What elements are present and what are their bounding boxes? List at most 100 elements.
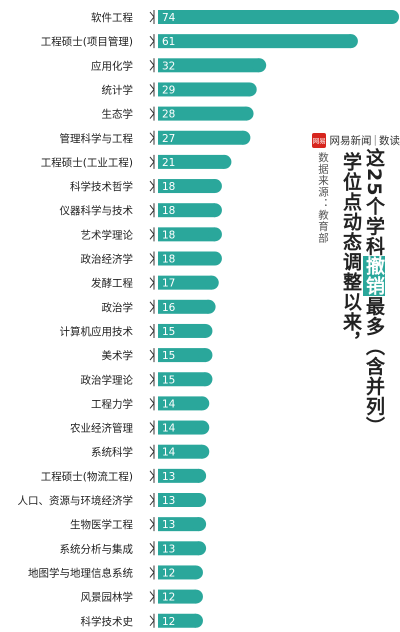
data-label: 13 (162, 471, 175, 483)
category-label: 管理科学与工程 (60, 132, 134, 145)
bar-row: 政治经济学 18 (81, 251, 222, 266)
title-text-before: 这25个学科 (363, 148, 385, 257)
bar-end-cap (192, 541, 207, 556)
category-label: 生态学 (102, 108, 134, 121)
bar (158, 613, 196, 628)
bar-end-cap (192, 493, 207, 507)
data-label: 29 (162, 84, 175, 96)
bar-row: 科学技术史 12 (81, 613, 203, 628)
bar (158, 493, 200, 507)
data-source: 数据来源：教育部 (317, 152, 329, 244)
bar-row: 生态学 28 (102, 106, 254, 121)
chart-title-line2: 学位点动态调整以来， (340, 152, 362, 352)
category-label: 软件工程 (91, 11, 133, 24)
bar (158, 468, 200, 483)
category-label: 生物医学工程 (70, 518, 133, 531)
bar-row: 农业经济管理 14 (70, 420, 210, 435)
bar (158, 323, 206, 338)
category-label: 工程硕士(项目管理) (41, 35, 133, 48)
chart-title-line1: 这25个学科撤销最多（含并列） (362, 148, 386, 436)
bar-end-cap (217, 154, 232, 169)
chevron-right-icon (149, 11, 155, 23)
bar-end-cap (201, 299, 216, 314)
data-label: 14 (162, 398, 176, 410)
chevron-right-icon (149, 132, 155, 144)
netease-logo-icon: 网易 (312, 132, 327, 148)
chevron-right-icon (149, 156, 155, 168)
bar-row: 科学技术哲学 18 (70, 179, 222, 194)
chevron-right-icon (149, 253, 155, 264)
chevron-right-icon (149, 398, 155, 409)
category-label: 地图学与地理信息系统 (28, 566, 133, 579)
bar (158, 179, 215, 194)
data-label: 13 (162, 543, 175, 555)
bar (158, 517, 200, 532)
chevron-right-icon (149, 180, 155, 192)
bar-end-cap (252, 58, 267, 73)
chevron-right-icon (149, 518, 155, 530)
bar-end-cap (207, 227, 222, 242)
bar-end-cap (192, 468, 207, 483)
bar (158, 275, 212, 290)
category-label: 美术学 (102, 349, 134, 362)
category-label: 应用化学 (91, 59, 133, 72)
bar-row: 发酵工程 17 (91, 275, 219, 290)
bar-end-cap (242, 82, 257, 97)
data-label: 28 (162, 109, 175, 121)
chevron-right-icon (149, 567, 155, 578)
data-label: 12 (162, 567, 175, 579)
brand-separator: | (373, 134, 377, 146)
data-label: 15 (162, 326, 175, 338)
chevron-right-icon (149, 301, 155, 313)
data-label: 14 (162, 423, 176, 435)
chevron-right-icon (149, 229, 155, 240)
bar-end-cap (236, 130, 251, 145)
bar-row: 美术学 15 (102, 348, 213, 363)
chevron-right-icon (149, 325, 155, 337)
category-label: 计算机应用技术 (60, 325, 134, 338)
bar-row: 统计学 29 (102, 82, 257, 97)
category-label: 工程力学 (91, 397, 133, 410)
data-label: 74 (162, 12, 176, 24)
bar-row: 风景园林学 12 (81, 589, 203, 604)
chevron-right-icon (149, 59, 155, 71)
chevron-right-icon (149, 494, 155, 506)
data-label: 12 (162, 592, 175, 604)
data-label: 13 (162, 495, 175, 507)
bar (158, 541, 200, 556)
category-label: 政治学 (102, 301, 134, 314)
chevron-right-icon (149, 108, 155, 119)
data-label: 61 (162, 36, 175, 48)
category-label: 风景园林学 (81, 591, 134, 604)
bar (158, 565, 196, 580)
bar-end-cap (207, 203, 222, 218)
bar-row: 工程硕士(工业工程) 21 (41, 154, 232, 169)
chevron-right-icon (149, 204, 155, 216)
category-label: 科学技术史 (81, 615, 134, 628)
data-label: 17 (162, 278, 175, 290)
bar-row: 软件工程 74 (91, 10, 399, 24)
category-label: 统计学 (102, 83, 134, 96)
category-label: 系统分析与集成 (60, 542, 134, 555)
bar (158, 10, 392, 24)
data-label: 14 (162, 447, 176, 459)
data-label: 32 (162, 60, 175, 72)
data-label: 15 (162, 350, 175, 362)
bar-row: 政治学理论 15 (81, 372, 213, 387)
bar-row: 系统科学 14 (91, 444, 210, 459)
bar-end-cap (198, 348, 213, 363)
data-label: 16 (162, 302, 176, 314)
category-label: 工程硕士(物流工程) (41, 470, 133, 483)
bar-end-cap (207, 179, 222, 194)
bar-row: 生物医学工程 13 (70, 517, 207, 532)
bar-row: 艺术学理论 18 (81, 227, 222, 242)
chevron-right-icon (149, 446, 155, 458)
category-label: 发酵工程 (91, 277, 133, 290)
bar-row: 应用化学 32 (91, 58, 267, 73)
data-label: 27 (162, 133, 175, 145)
bar (158, 203, 215, 218)
bar-row: 计算机应用技术 15 (60, 323, 213, 338)
brand-section: 数读 (379, 134, 400, 147)
data-label: 18 (162, 205, 175, 217)
